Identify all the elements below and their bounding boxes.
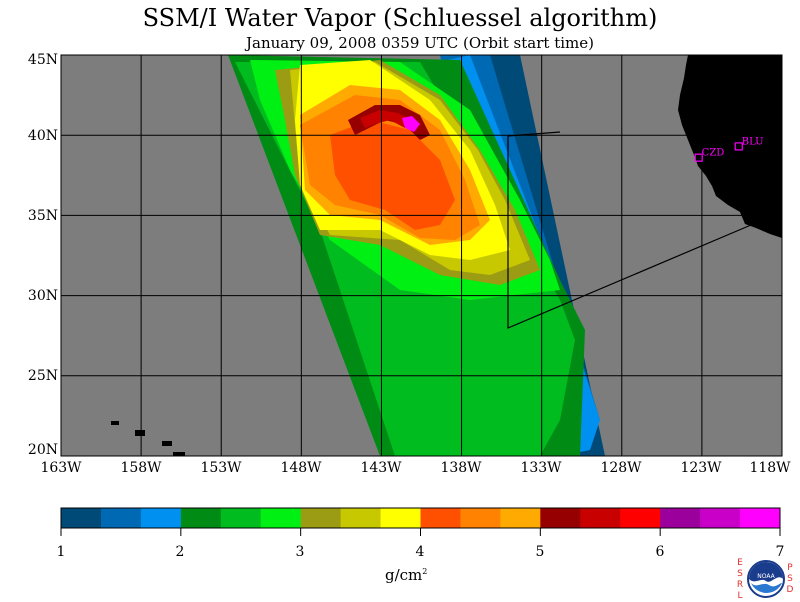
lon-label-123w: 123W — [680, 460, 722, 476]
station-label-czd: CZD — [702, 148, 725, 159]
lon-label-148w: 148W — [280, 460, 322, 476]
colorbar-tick-6: 6 — [655, 544, 665, 560]
lon-label-143w: 143W — [360, 460, 402, 476]
colorbar-swatch — [660, 508, 701, 528]
map-frame — [60, 54, 783, 457]
lon-label-153w: 153W — [200, 460, 242, 476]
colorbar-tick-1: 1 — [56, 544, 66, 560]
colorbar-swatch — [61, 508, 102, 528]
colorbar-tick-2: 2 — [175, 544, 185, 560]
logo-noaa-text: NOAA — [757, 573, 775, 580]
lon-label-128w: 128W — [600, 460, 642, 476]
moisture-darkred — [348, 105, 430, 140]
colorbar-swatch — [460, 508, 501, 528]
colorbar-swatch — [740, 508, 781, 528]
land-hawaii-big-island — [173, 452, 185, 456]
lon-label-158w: 158W — [120, 460, 162, 476]
colorbar-tick-3: 3 — [295, 544, 305, 560]
colorbar-swatch — [540, 508, 581, 528]
noaa-esrl-psd-logo: E S R L NOAA P S D — [735, 558, 795, 602]
station-marker-czd — [694, 153, 703, 162]
logo-letter: D — [786, 585, 794, 595]
noaa-emblem-icon: NOAA — [747, 560, 785, 598]
logo-psd-letters: P S D — [785, 563, 795, 596]
units-text: g/cm — [385, 566, 423, 584]
colorbar-swatch — [180, 508, 222, 528]
lat-label-45n: 45N — [27, 52, 58, 68]
colorbar-swatch — [380, 508, 421, 528]
colorbar-swatch — [220, 508, 262, 528]
colorbar-swatch — [340, 508, 382, 528]
map-subtitle: January 09, 2008 0359 UTC (Orbit start t… — [246, 34, 594, 52]
station-label-blu: BLU — [742, 136, 764, 147]
station-marker-blu — [734, 142, 743, 151]
logo-letter: E — [737, 558, 743, 568]
moisture-red — [360, 110, 418, 130]
land-hawaii-oahu — [135, 430, 145, 436]
colorbar-swatch — [620, 508, 661, 528]
lat-label-20n: 20N — [27, 442, 58, 458]
colorbar — [60, 507, 781, 536]
land-north-america — [678, 55, 782, 238]
land-hawaii-kauai — [111, 421, 119, 425]
analysis-domain-top — [507, 131, 561, 137]
colorbar-swatch — [420, 508, 461, 528]
lon-label-133w: 133W — [520, 460, 562, 476]
colorbar-swatch — [100, 508, 142, 528]
logo-esrl-letters: E S R L — [735, 558, 745, 602]
colorbar-tick-4: 4 — [415, 544, 425, 560]
lat-label-35n: 35N — [27, 208, 58, 224]
colorbar-swatch — [260, 508, 302, 528]
moisture-magenta — [402, 116, 420, 132]
lon-label-118w: 118W — [749, 460, 791, 476]
moisture-red-orange — [330, 120, 455, 230]
lat-label-25n: 25N — [27, 368, 58, 384]
colorbar-units: g/cm2 — [385, 566, 427, 584]
logo-letter: S — [737, 569, 743, 579]
lon-label-138w: 138W — [440, 460, 482, 476]
logo-letter: L — [737, 591, 743, 601]
colorbar-tick-7: 7 — [775, 544, 785, 560]
colorbar-swatch — [700, 508, 741, 528]
map-title: SSM/I Water Vapor (Schluessel algorithm) — [142, 4, 658, 32]
colorbar-swatch — [140, 508, 182, 528]
lat-label-30n: 30N — [27, 288, 58, 304]
logo-letter: P — [787, 563, 793, 573]
colorbar-tick-5: 5 — [535, 544, 545, 560]
colorbar-swatch — [300, 508, 342, 528]
units-superscript: 2 — [422, 567, 428, 576]
analysis-domain-outline — [507, 136, 752, 329]
logo-letter: R — [736, 580, 744, 590]
graticule — [61, 55, 782, 456]
lon-label-163w: 163W — [40, 460, 82, 476]
colorbar-swatch — [580, 508, 621, 528]
land-hawaii-maui — [162, 441, 172, 446]
lat-label-40n: 40N — [27, 128, 58, 144]
colorbar-swatch — [500, 508, 541, 528]
logo-letter: S — [787, 574, 793, 584]
